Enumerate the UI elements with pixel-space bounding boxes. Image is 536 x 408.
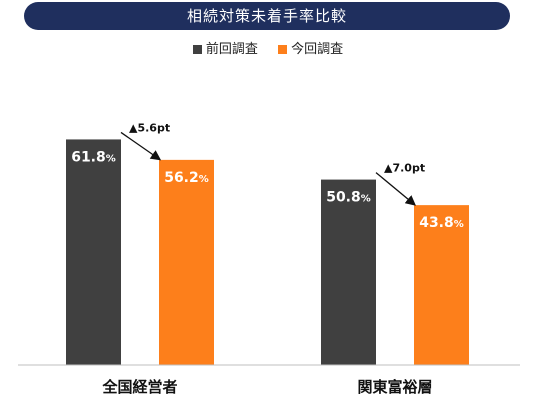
legend-item-previous: 前回調査 xyxy=(192,38,258,57)
data-label-previous-0: 61.8% xyxy=(71,149,116,165)
change-arrow-1 xyxy=(375,172,417,206)
category-label-0: 全国経営者 xyxy=(101,378,177,396)
bar-previous-1 xyxy=(321,179,376,365)
bar-current-1 xyxy=(414,205,469,365)
change-label-1: ▲7.0pt xyxy=(384,162,425,175)
chart-title: 相続対策未着手率比較 xyxy=(24,2,510,30)
bar-previous-0 xyxy=(66,139,121,365)
data-label-previous-1: 50.8% xyxy=(326,190,371,206)
legend-item-current: 今回調査 xyxy=(278,38,343,57)
category-label-1: 関東富裕層 xyxy=(357,378,432,396)
data-label-current-1: 43.8% xyxy=(419,215,464,231)
bar-current-0 xyxy=(159,159,214,365)
change-arrow-0 xyxy=(120,131,162,161)
legend-swatch-current xyxy=(278,45,288,54)
legend: 前回調査 今回調査 xyxy=(0,38,536,57)
legend-label-previous: 前回調査 xyxy=(205,42,258,57)
legend-swatch-previous xyxy=(192,45,202,54)
legend-label-current: 今回調査 xyxy=(291,42,344,57)
change-label-0: ▲5.6pt xyxy=(129,121,170,134)
data-label-current-0: 56.2% xyxy=(164,170,209,186)
